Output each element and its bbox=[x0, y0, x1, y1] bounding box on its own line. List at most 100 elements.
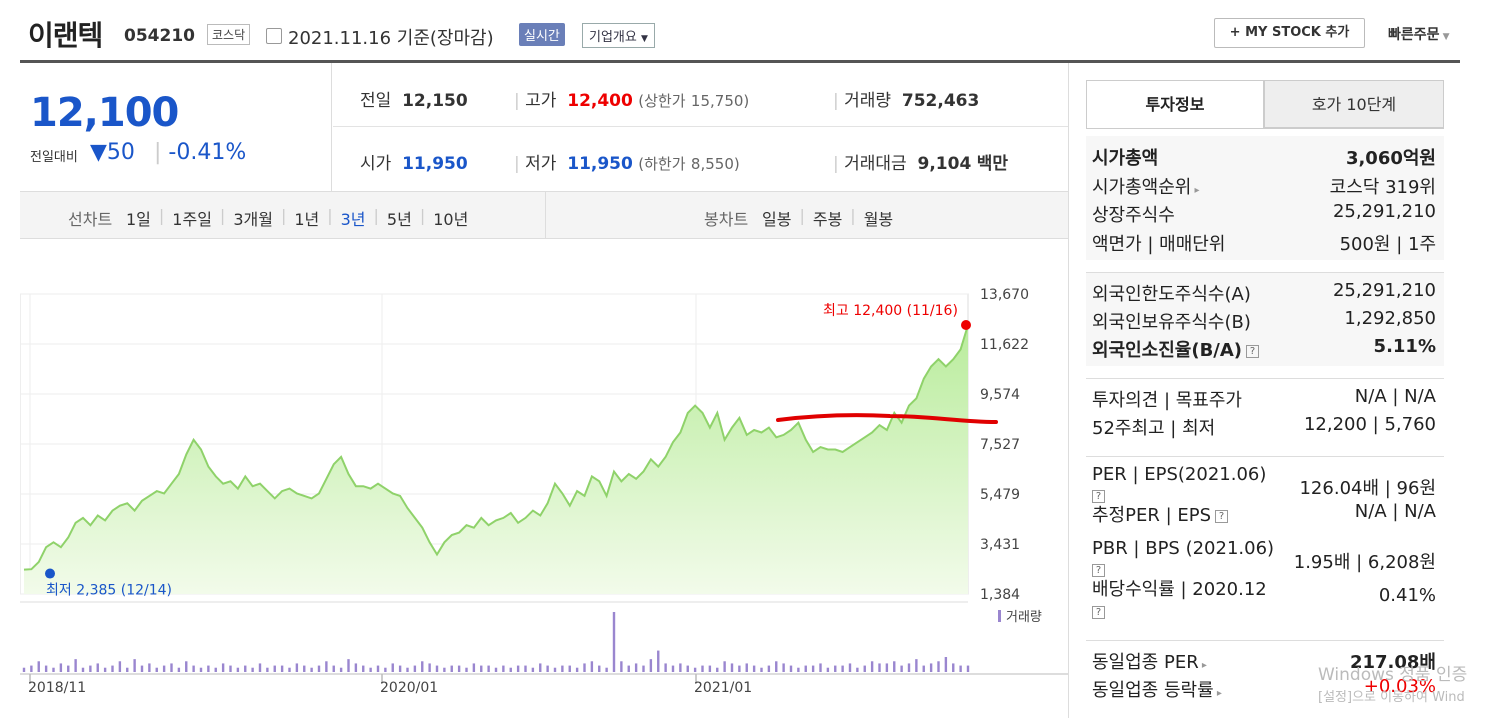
volume-bar bbox=[959, 665, 962, 672]
volume-bar bbox=[634, 663, 638, 672]
volume-bar bbox=[767, 665, 771, 672]
quick-order-label: 빠른주문 bbox=[1388, 27, 1440, 43]
help-icon[interactable]: ? bbox=[1246, 344, 1260, 358]
info-value: 12,200 | 5,760 bbox=[1303, 414, 1436, 435]
windows-activation-hint: [설정]으로 이동하여 Wind bbox=[1318, 690, 1465, 705]
volume-bar bbox=[435, 665, 439, 672]
volume-bar bbox=[22, 667, 26, 672]
info-label: 외국인한도주식수(A) bbox=[1092, 280, 1251, 306]
volume-bar bbox=[391, 663, 394, 672]
volume-bar bbox=[185, 661, 188, 672]
info-label: 시가총액 bbox=[1092, 144, 1158, 170]
period-candle-2[interactable]: 월봉 bbox=[863, 210, 894, 229]
help-icon[interactable]: ? bbox=[1092, 489, 1105, 503]
volume-bar bbox=[502, 665, 505, 672]
volume-bar bbox=[339, 667, 343, 672]
volume-legend-label: 거래량 bbox=[1006, 610, 1042, 625]
volume-bar bbox=[575, 667, 579, 672]
min-label: 최저 2,385 (12/14) bbox=[46, 583, 172, 599]
realtime-button[interactable]: 실시간 bbox=[519, 23, 565, 46]
my-stock-add-button[interactable]: + MY STOCK 추가 bbox=[1214, 18, 1365, 48]
info-group-1 bbox=[1086, 136, 1444, 260]
volume-bar bbox=[251, 667, 254, 672]
volume-bar bbox=[295, 663, 299, 672]
info-label: 52주최고 | 최저 bbox=[1092, 414, 1215, 440]
volume-bar bbox=[162, 665, 166, 672]
volume-bar bbox=[553, 667, 557, 672]
divider: | bbox=[850, 206, 856, 225]
period-line-2[interactable]: 3개월 bbox=[233, 210, 273, 229]
info-label-text: 외국인소진율(B/A) bbox=[1092, 340, 1243, 361]
volume-bar bbox=[686, 665, 689, 672]
low-price: | 저가 11,950 (하한가 8,550) bbox=[514, 149, 740, 174]
period-bar bbox=[20, 191, 1068, 239]
volume-bar bbox=[716, 667, 719, 672]
period-line-4[interactable]: 3년 bbox=[340, 210, 366, 229]
volume-bar bbox=[826, 667, 830, 672]
row-divider bbox=[333, 126, 1068, 127]
period-line-1[interactable]: 1주일 bbox=[172, 210, 212, 229]
volume-bar bbox=[893, 661, 896, 672]
info-label-text: 배당수익률 | 2020.12 bbox=[1092, 579, 1267, 600]
price-chart[interactable]: 13,670 11,622 9,574 7,527 5,479 3,431 1,384 201… bbox=[20, 280, 1068, 700]
line-chart-label: 선차트 bbox=[68, 210, 113, 229]
volume-bar bbox=[671, 665, 675, 672]
volume-bar bbox=[797, 667, 800, 672]
chevron-right-icon[interactable]: ▸ bbox=[1191, 184, 1200, 196]
open-value: 11,950 bbox=[402, 154, 468, 174]
info-label-text: 시가총액순위 bbox=[1092, 176, 1192, 198]
period-candle-0[interactable]: 일봉 bbox=[762, 210, 792, 229]
info-label: 상장주식수 bbox=[1092, 201, 1175, 227]
tab-invest-info[interactable]: 투자정보 bbox=[1086, 80, 1264, 128]
chevron-right-icon[interactable]: ▸ bbox=[1198, 660, 1207, 671]
company-overview-dropdown[interactable]: 기업개요 ▼ bbox=[582, 23, 655, 48]
amount-value: 9,104 bbox=[917, 154, 972, 174]
info-group-5 bbox=[1086, 640, 1444, 710]
y-tick-label: 13,670 bbox=[980, 287, 1029, 303]
open-price: 시가 11,950 bbox=[360, 149, 468, 174]
help-icon[interactable]: ? bbox=[1092, 605, 1105, 619]
help-icon[interactable]: ? bbox=[1092, 563, 1105, 577]
volume-bar bbox=[221, 663, 225, 672]
volume-bar bbox=[848, 663, 852, 672]
low-value: 11,950 bbox=[567, 154, 633, 174]
period-line-0[interactable]: 1일 bbox=[126, 210, 151, 229]
volume-bar bbox=[177, 667, 181, 672]
help-icon[interactable]: ? bbox=[1215, 509, 1229, 523]
volume-bar bbox=[885, 663, 889, 672]
quick-order-dropdown[interactable]: 빠른주문 ▼ bbox=[1388, 24, 1450, 44]
volume-bar bbox=[413, 665, 417, 672]
volume-bar bbox=[679, 663, 682, 672]
volume-bar bbox=[509, 667, 512, 672]
volume-bar bbox=[148, 663, 151, 672]
info-value: N/A | N/A bbox=[1354, 386, 1436, 407]
volume-bar bbox=[701, 665, 704, 672]
info-value: 500원 | 1주 bbox=[1339, 233, 1436, 255]
volume-bar bbox=[612, 612, 616, 672]
info-value: 0.41% bbox=[1378, 585, 1436, 606]
period-line-5[interactable]: 5년 bbox=[386, 210, 412, 229]
volume-bar bbox=[347, 659, 350, 672]
y-tick-label: 9,574 bbox=[980, 387, 1020, 403]
volume-bar bbox=[332, 665, 335, 672]
volume-bar bbox=[863, 665, 866, 672]
tab-order-book[interactable]: 호가 10단계 bbox=[1264, 80, 1444, 128]
info-label: PER | EPS(2021.06)? bbox=[1092, 464, 1266, 506]
y-tick-label: 5,479 bbox=[980, 487, 1020, 503]
change-value: ▼50 bbox=[90, 140, 135, 165]
volume-bar bbox=[856, 667, 859, 672]
volume: | 거래량 752,463 bbox=[833, 86, 979, 111]
divider: | bbox=[158, 206, 165, 225]
volume-bar bbox=[457, 665, 461, 672]
price-box bbox=[20, 63, 332, 191]
volume-bar bbox=[207, 665, 210, 672]
period-line-3[interactable]: 1년 bbox=[294, 210, 320, 229]
period-line-6[interactable]: 10년 bbox=[433, 210, 469, 229]
divider: | bbox=[280, 206, 287, 225]
chevron-right-icon[interactable]: ▸ bbox=[1213, 688, 1222, 699]
divider: | bbox=[327, 206, 333, 225]
volume-bar bbox=[723, 661, 726, 672]
volume-bar bbox=[811, 665, 815, 672]
period-candle-1[interactable]: 주봉 bbox=[812, 210, 843, 229]
volume-bar bbox=[450, 665, 453, 672]
